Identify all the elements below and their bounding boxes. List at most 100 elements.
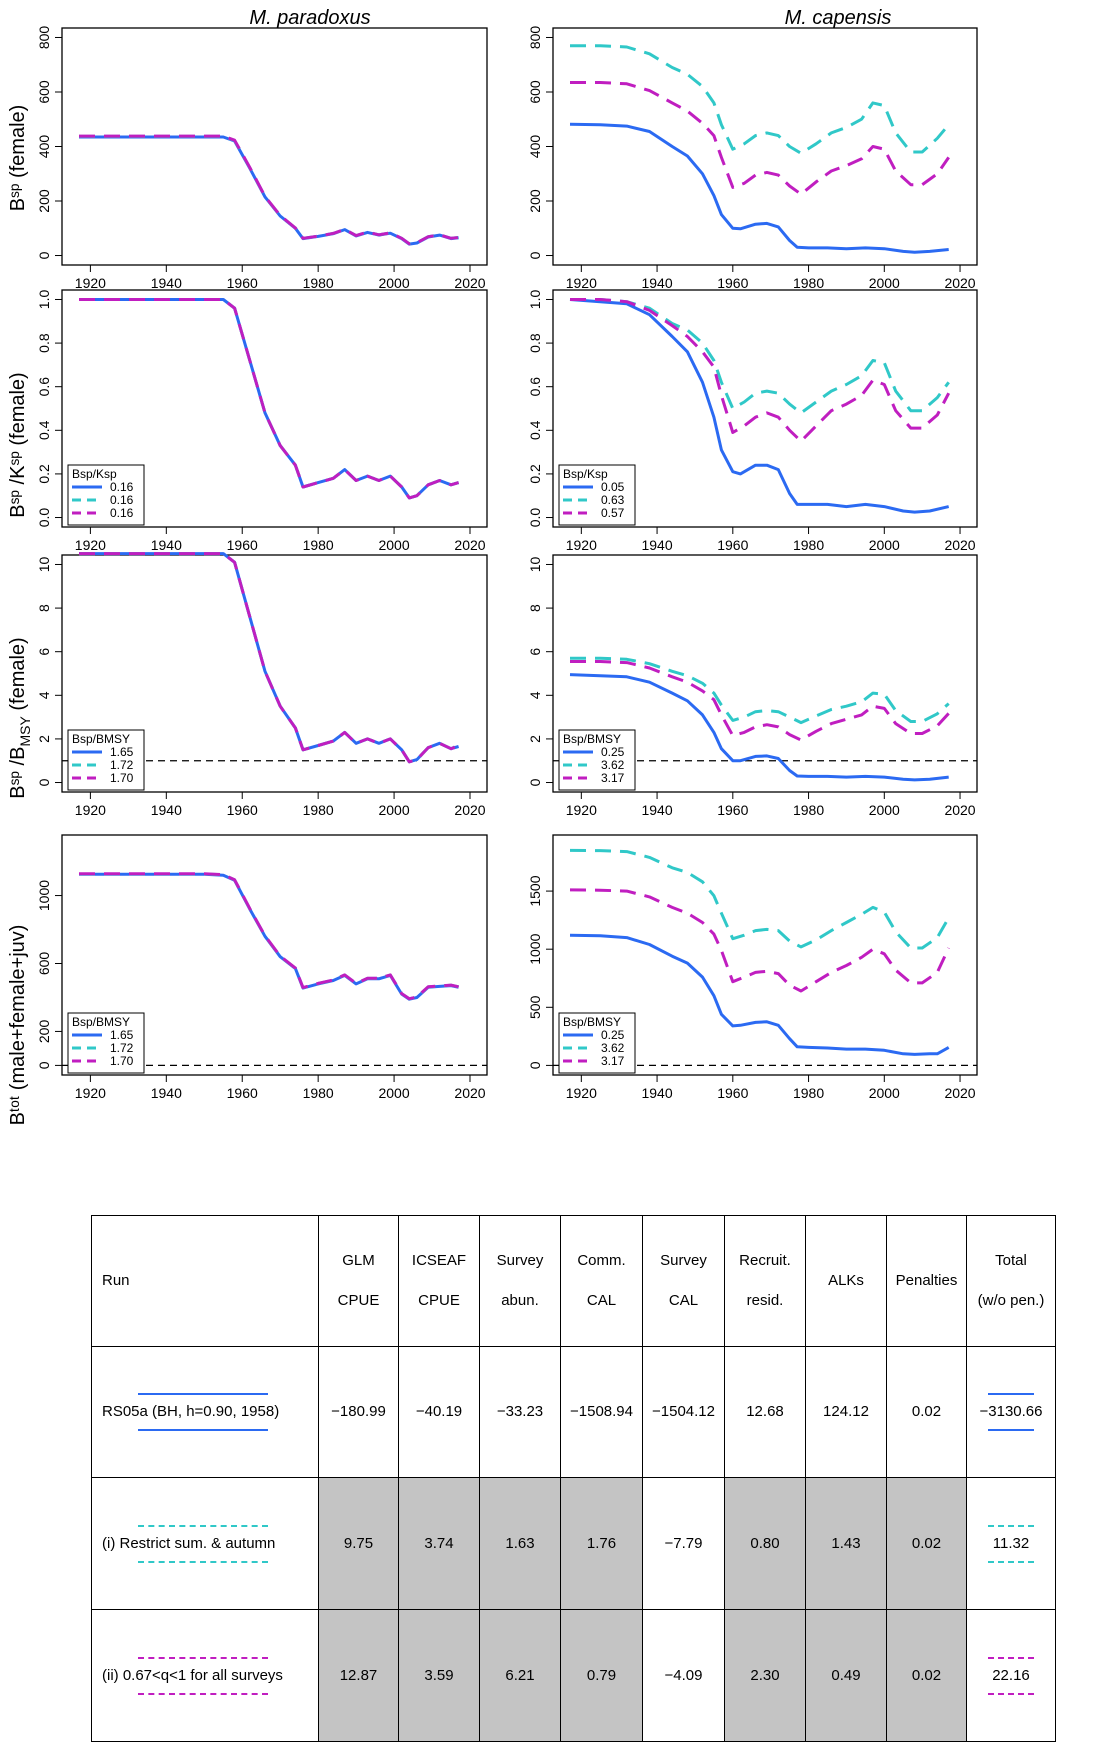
- x-tick-label: 1960: [717, 537, 748, 553]
- legend-value: 1.70: [110, 771, 134, 785]
- y-tick-label: 500: [527, 995, 543, 1019]
- total-value: 22.16: [992, 1666, 1030, 1684]
- value-cell: 0.02: [886, 1477, 967, 1610]
- x-tick-label: 1960: [227, 537, 258, 553]
- legend-box: [558, 1012, 636, 1074]
- legend-value: 0.05: [601, 480, 625, 494]
- x-tick-label: 1960: [227, 802, 258, 818]
- header-cell: GLM CPUE: [318, 1215, 399, 1347]
- run-label: RS05a (BH, h=0.90, 1958): [102, 1403, 280, 1420]
- value-cell: 1.43: [805, 1477, 887, 1610]
- title-m-paradoxus: M. paradoxus: [249, 7, 370, 29]
- series-line-cyan: [570, 44, 950, 155]
- svg-text:Bˢᵖ (female): Bˢᵖ (female): [7, 105, 29, 212]
- x-tick-label: 1920: [75, 802, 106, 818]
- legend-title: Bsp/BMSY: [563, 732, 621, 746]
- run-line-swatch-bottom: [138, 1560, 268, 1563]
- y-label-row-3-sub: MSY: [17, 716, 33, 747]
- x-tick-label: 1920: [75, 537, 106, 553]
- value-cell: −40.19: [398, 1346, 480, 1478]
- x-tick-label: 2020: [944, 1085, 975, 1101]
- legend-title: Bsp/Ksp: [563, 467, 608, 481]
- x-tick-label: 1980: [303, 275, 334, 291]
- x-tick-label: 1940: [641, 1085, 672, 1101]
- y-tick-label: 1.0: [527, 290, 543, 310]
- run-label: (ii) 0.67<q<1 for all surveys: [102, 1666, 283, 1684]
- y-tick-label: 0.0: [527, 508, 543, 528]
- legend-value: 3.17: [601, 771, 625, 785]
- legend-box: [67, 464, 145, 526]
- y-tick-label: 0.2: [36, 464, 52, 484]
- legend-value: 3.62: [601, 1041, 625, 1055]
- legend-value: 1.65: [110, 745, 134, 759]
- x-tick-label: 1960: [227, 1085, 258, 1101]
- y-tick-label: 0: [36, 1061, 52, 1069]
- title-m-capensis: M. capensis: [785, 7, 892, 29]
- legend-value: 3.17: [601, 1054, 625, 1068]
- y-tick-label: 600: [36, 952, 52, 976]
- x-tick-label: 1960: [717, 1085, 748, 1101]
- y-tick-label: 4: [527, 691, 543, 699]
- x-tick-label: 2020: [454, 1085, 485, 1101]
- svg-text:Bᵗᵒᵗ (male+female+juv): Bᵗᵒᵗ (male+female+juv): [7, 925, 29, 1126]
- y-tick-label: 200: [527, 189, 543, 213]
- y-tick-label: 1000: [36, 880, 52, 911]
- run-line-swatch-bottom: [138, 1692, 268, 1695]
- run-name-cell: RS05a (BH, h=0.90, 1958): [91, 1346, 319, 1478]
- y-tick-label: 0.0: [36, 508, 52, 528]
- series-line-cyan: [569, 848, 950, 950]
- total-line-swatch-bottom: [988, 1429, 1034, 1431]
- plot-frame: [552, 289, 978, 528]
- value-cell: −33.23: [479, 1346, 561, 1478]
- svg-text:Bˢᵖ /BMSY (female): Bˢᵖ /BMSY (female): [7, 637, 33, 798]
- value-cell: 0.02: [886, 1609, 967, 1742]
- value-cell: 12.87: [318, 1609, 399, 1742]
- series-line-blue: [79, 872, 459, 1001]
- legend-value: 0.16: [110, 480, 134, 494]
- chart-panel-1: 1920 1940 1960 1980 2000 2020 0 200 400 600 800: [36, 26, 488, 291]
- plot-frame: [61, 27, 488, 266]
- series-line-cyan: [79, 134, 459, 246]
- x-tick-label: 2000: [378, 275, 409, 291]
- x-tick-label: 1940: [151, 802, 182, 818]
- y-label-row-3-main: Bˢᵖ /B: [7, 747, 29, 799]
- x-tick-label: 1980: [303, 802, 334, 818]
- run-line-swatch-bottom: [138, 1429, 268, 1431]
- y-tick-label: 8: [527, 604, 543, 612]
- x-tick-label: 2020: [944, 537, 975, 553]
- y-tick-label: 0: [527, 251, 543, 259]
- svg-text:Bˢᵖ /Kˢᵖ (female): Bˢᵖ /Kˢᵖ (female): [7, 372, 29, 517]
- y-label-row-3-tail: (female): [7, 637, 29, 716]
- legend-value: 0.63: [601, 493, 625, 507]
- series-line-magenta: [570, 660, 950, 742]
- run-name-cell: (ii) 0.67<q<1 for all surveys: [91, 1609, 319, 1742]
- value-cell: 12.68: [724, 1346, 806, 1478]
- x-tick-label: 1920: [75, 275, 106, 291]
- total-value: −3130.66: [979, 1403, 1043, 1420]
- x-tick-label: 2000: [869, 802, 900, 818]
- x-tick-label: 2020: [944, 802, 975, 818]
- value-cell: 1.63: [479, 1477, 561, 1610]
- series-line-cyan: [570, 298, 950, 415]
- value-cell: 0.49: [805, 1609, 887, 1742]
- total-line-swatch-bottom: [988, 1560, 1034, 1563]
- x-tick-label: 2000: [869, 1085, 900, 1101]
- y-tick-label: 0: [36, 251, 52, 259]
- value-cell: 0.80: [724, 1477, 806, 1610]
- x-tick-label: 1940: [151, 537, 182, 553]
- y-tick-label: 1500: [527, 875, 543, 906]
- x-tick-label: 1980: [793, 1085, 824, 1101]
- x-tick-label: 1920: [566, 1085, 597, 1101]
- run-line-swatch-top: [138, 1524, 268, 1527]
- legend-value: 1.72: [110, 1041, 134, 1055]
- y-tick-label: 0: [527, 778, 543, 786]
- y-tick-label: 400: [36, 135, 52, 159]
- y-tick-label: 0: [527, 1061, 543, 1069]
- table-row: (ii) 0.67<q<1 for all surveys 12.87 3.59 6.…: [91, 1609, 1056, 1742]
- legend-value: 1.65: [110, 1028, 134, 1042]
